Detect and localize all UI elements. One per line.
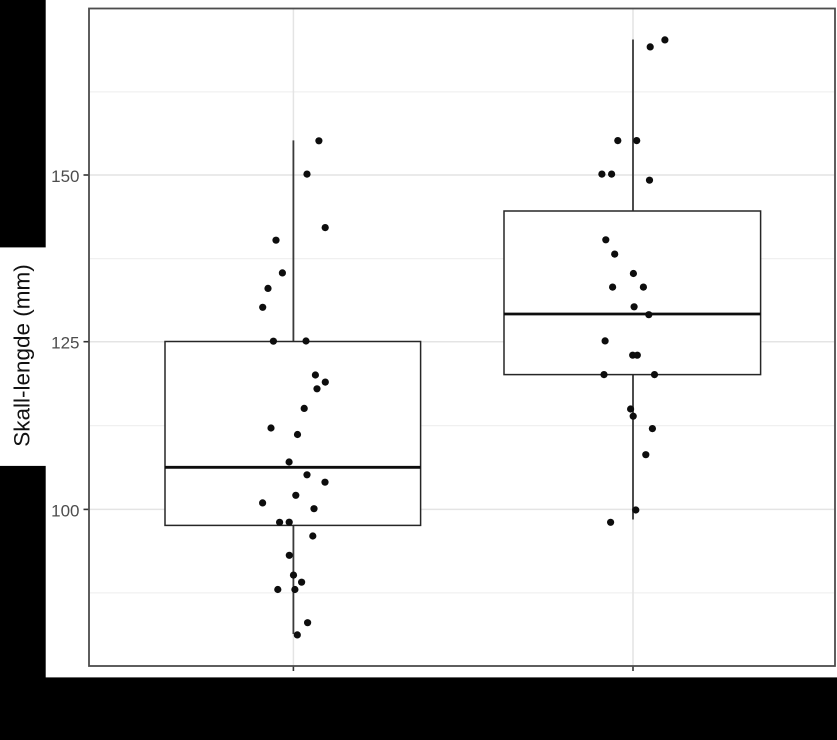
svg-text:100: 100 <box>51 501 79 520</box>
svg-text:125: 125 <box>51 334 79 353</box>
svg-text:150: 150 <box>51 167 79 186</box>
svg-text:Skall-lengde (mm): Skall-lengde (mm) <box>10 264 35 447</box>
